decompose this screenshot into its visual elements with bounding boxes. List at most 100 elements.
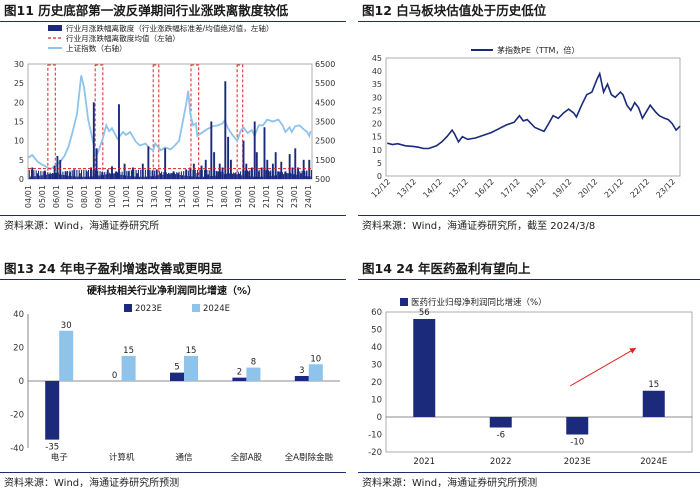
- fig13-y-tick: -40: [10, 444, 24, 454]
- fig11-dispersion-bar: [43, 170, 46, 179]
- fig14-bar: [642, 390, 665, 417]
- fig11-dispersion-bar: [78, 173, 81, 179]
- fig12-y-tick: 30: [372, 93, 382, 102]
- fig11-x-tick: 22/01: [276, 185, 285, 208]
- fig13-source-divider: [0, 472, 346, 473]
- fig11-x-tick: 15/01: [178, 185, 187, 208]
- fig11-dispersion-bar-minor: [293, 174, 295, 179]
- fig11-dispersion-bar: [31, 167, 34, 179]
- fig11-dispersion-bar-minor: [149, 170, 151, 179]
- fig11-dispersion-bar-minor: [105, 174, 107, 179]
- fig11-dispersion-bar: [242, 140, 245, 179]
- fig11-dispersion-bar: [141, 163, 144, 179]
- fig11-dispersion-bar-minor: [41, 175, 43, 179]
- fig11-dispersion-bar: [176, 173, 179, 179]
- fig11-dispersion-bar: [274, 152, 277, 179]
- fig14-plot-frame: [385, 311, 693, 453]
- fig11-dispersion-bar-minor: [145, 176, 148, 179]
- fig11-dispersion-bar: [189, 167, 192, 179]
- fig11-dispersion-bar-minor: [287, 173, 289, 179]
- fig11-dispersion-bar-minor: [108, 172, 110, 179]
- fig11-dispersion-bar-minor: [77, 176, 79, 179]
- fig11-dispersion-bar: [151, 171, 154, 179]
- fig13-x-tick: 全A剔除金融: [285, 452, 334, 463]
- fig11-dispersion-bar-minor: [83, 169, 85, 179]
- fig11-x-tick: 10/01: [108, 185, 117, 208]
- fig11-dispersion-bar-minor: [134, 176, 136, 179]
- fig11-dispersion-bar-minor: [29, 176, 31, 179]
- fig11-dispersion-bar: [248, 171, 251, 179]
- fig11-dispersion-bar-minor: [154, 170, 156, 179]
- fig11-dispersion-bar-minor: [166, 173, 168, 179]
- fig11-dispersion-bar-minor: [129, 176, 131, 179]
- fig13-legend-label: 2023E: [135, 304, 162, 314]
- fig11-dispersion-bar-minor: [244, 170, 246, 179]
- fig13-bar: [294, 375, 309, 381]
- fig11-dispersion-bar-minor: [82, 176, 84, 179]
- fig12-x-tick: 13/12: [395, 177, 418, 200]
- fig11-dispersion-bar: [95, 148, 98, 179]
- fig11-dispersion-bar: [200, 165, 203, 179]
- fig12-y-tick: 40: [372, 67, 382, 76]
- fig11-dispersion-bar: [111, 166, 113, 179]
- fig11-dispersion-bar-minor: [46, 174, 48, 179]
- fig14-bar: [413, 319, 436, 417]
- fig11-y-left-tick: 0: [19, 175, 24, 184]
- fig11-dispersion-bar-minor: [279, 171, 281, 179]
- fig11-dispersion-bar-minor: [199, 169, 201, 179]
- fig11-dispersion-bar-minor: [98, 175, 100, 179]
- fig11-dispersion-bar-minor: [51, 172, 54, 179]
- fig11-dispersion-bar-minor: [252, 176, 254, 179]
- fig11-dispersion-bar-minor: [183, 171, 185, 179]
- fig11-dispersion-bar-minor: [299, 171, 301, 179]
- fig11-dispersion-bar: [101, 172, 104, 179]
- fig11-dispersion-bar: [260, 167, 263, 179]
- fig12-x-tick: 19/12: [551, 177, 574, 200]
- fig11-dispersion-bar: [185, 169, 188, 179]
- fig11-dispersion-bar-minor: [176, 172, 178, 179]
- fig11-dispersion-bar: [172, 171, 175, 179]
- fig11-dispersion-bar-minor: [187, 170, 189, 179]
- fig11-dispersion-bar: [221, 167, 224, 179]
- fig11-chart: 0 5 10 15 20 25 30 500 1500 2500 3500 4500 5500 6500 0…: [14, 24, 336, 208]
- fig11-dispersion-bar-minor: [76, 169, 78, 179]
- fig13-chart: 硬科技相关行业净利润同比增速（%） -40 -20 0 20 40 -35 30 电子 0 15 计算…: [10, 284, 340, 463]
- fig14-y-tick: 20: [371, 378, 382, 388]
- fig11-dispersion-bar-minor: [158, 171, 160, 179]
- fig11-dispersion-bar-minor: [62, 171, 64, 179]
- fig11-dispersion-bar-minor: [233, 172, 235, 179]
- fig12-x-tick: 16/12: [473, 177, 496, 200]
- fig14-y-tick: 0: [377, 413, 382, 423]
- fig14-y-tick: 50: [371, 326, 382, 336]
- fig11-dispersion-bar-minor: [67, 170, 69, 179]
- fig11-dispersion-bar-minor: [178, 171, 180, 179]
- fig11-dispersion-bar: [147, 146, 150, 179]
- fig11-y-right-tick: 6500: [315, 60, 335, 69]
- fig13-data-label: 30: [61, 321, 72, 331]
- fig11-y-right-tick: 5500: [315, 79, 335, 88]
- fig13-bar: [45, 381, 60, 440]
- fig11-dispersion-bar: [123, 163, 126, 179]
- fig13-legend-swatch-2023: [124, 304, 132, 312]
- fig14-y-tick: -20: [368, 448, 382, 458]
- fig11-x-tick: 23/01: [290, 185, 299, 208]
- fig14-source: 资料来源：Wind，海通证券研究所预测: [362, 478, 538, 489]
- fig11-x-tick: 21/01: [262, 185, 271, 208]
- fig11-dispersion-bar-minor: [286, 173, 288, 179]
- fig11-dispersion-bar-minor: [143, 176, 145, 179]
- fig11-title: 图11 历史底部第一波反弹期间行业涨跌离散度较低: [0, 0, 346, 22]
- fig11-y-left-tick: 25: [14, 79, 24, 88]
- fig11-dispersion-bar: [85, 171, 88, 179]
- fig11-dispersion-bar: [257, 171, 260, 179]
- fig14-y-tick: 40: [371, 343, 382, 353]
- fig11-source-divider: [0, 215, 346, 216]
- fig11-dispersion-bar-minor: [223, 174, 225, 179]
- fig14-title: 图14 24 年医药盈利有望向上: [358, 258, 700, 280]
- fig11-y-left-tick: 10: [14, 137, 24, 146]
- fig11-dispersion-bar-minor: [163, 171, 165, 179]
- fig11-dispersion-bar-minor: [237, 171, 239, 179]
- fig11-dispersion-bar-minor: [137, 169, 139, 179]
- fig11-dispersion-bar: [284, 171, 287, 179]
- fig11-y-left-tick: 5: [19, 156, 24, 165]
- fig12-y-tick: 0: [377, 172, 382, 181]
